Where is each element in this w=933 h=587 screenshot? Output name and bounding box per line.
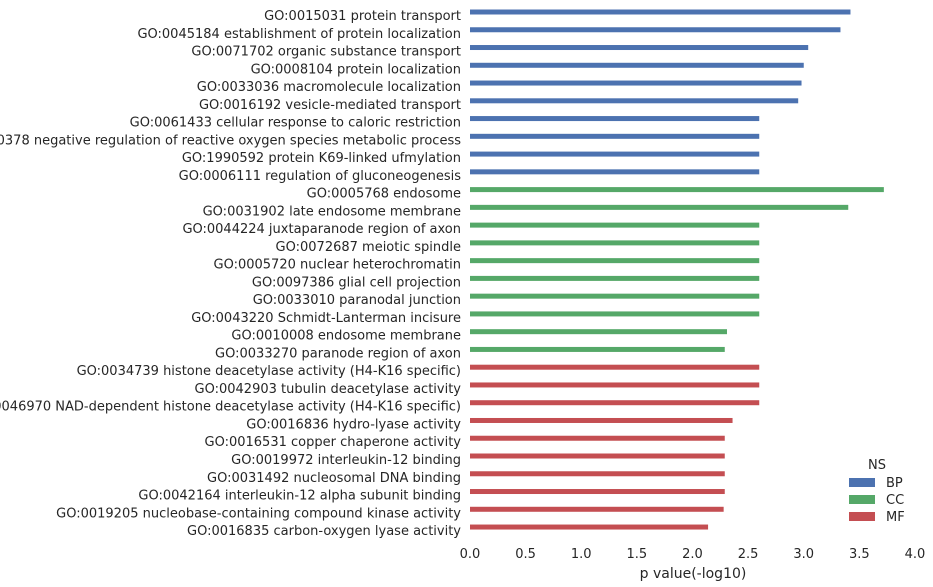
category-label: GO:0019205 nucleobase-containing compoun… xyxy=(56,506,461,521)
category-label: GO:0006111 regulation of gluconeogenesis xyxy=(179,169,462,184)
category-label: GO:0031492 nucleosomal DNA binding xyxy=(207,471,461,486)
x-axis-ticks: 0.0 0.5 1.0 1.5 2.0 2.5 3.0 3.5 4.0 xyxy=(460,547,926,562)
bar-cc xyxy=(470,258,760,264)
legend-title: NS xyxy=(868,458,886,473)
category-labels: GO:0015031 protein transport GO:0045184 e… xyxy=(0,9,461,539)
legend-swatch-cc xyxy=(849,495,875,504)
category-label: GO:0043220 Schmidt-Lanterman incisure xyxy=(191,311,461,326)
category-label: GO:2000378 negative regulation of reacti… xyxy=(0,133,461,148)
category-label: GO:0005768 endosome xyxy=(307,187,461,202)
category-label: GO:0016531 copper chaperone activity xyxy=(205,435,462,450)
bar-bp xyxy=(470,27,841,33)
category-label: GO:0071702 organic substance transport xyxy=(191,45,461,60)
bar-cc xyxy=(470,329,727,335)
bar-mf xyxy=(470,364,760,370)
category-label: GO:0044224 juxtaparanode region of axon xyxy=(182,222,461,237)
category-label: GO:0016835 carbon-oxygen lyase activity xyxy=(187,524,461,539)
bar-mf xyxy=(470,400,760,406)
bar-cc xyxy=(470,311,760,317)
category-label: GO:0015031 protein transport xyxy=(264,9,461,24)
x-tick-label: 2.0 xyxy=(682,547,703,562)
bar-cc xyxy=(470,187,884,193)
bars-layer xyxy=(470,9,884,530)
bar-mf xyxy=(470,489,725,495)
x-tick-label: 0.0 xyxy=(460,547,481,562)
bar-bp xyxy=(470,151,760,157)
x-tick-label: 2.5 xyxy=(738,547,759,562)
bar-bp xyxy=(470,62,804,68)
bar-cc xyxy=(470,275,760,281)
x-tick-label: 1.0 xyxy=(571,547,592,562)
bar-bp xyxy=(470,133,760,139)
bar-bp xyxy=(470,45,809,51)
bar-cc xyxy=(470,204,849,210)
legend: NS BP CC MF xyxy=(849,458,905,525)
x-axis-label: p value(-log10) xyxy=(640,566,747,582)
category-label: GO:0034739 histone deacetylase activity … xyxy=(77,364,461,379)
bar-mf xyxy=(470,382,760,388)
category-label: GO:0042903 tubulin deacetylase activity xyxy=(195,382,462,397)
legend-swatch-mf xyxy=(849,512,875,521)
category-label: GO:0097386 glial cell projection xyxy=(252,275,461,290)
category-label: GO:0010008 endosome membrane xyxy=(231,329,461,344)
bar-cc xyxy=(470,222,760,228)
bar-mf xyxy=(470,524,709,530)
category-label: GO:0016192 vesicle-mediated transport xyxy=(199,98,461,113)
legend-label-mf: MF xyxy=(886,510,905,525)
legend-swatch-bp xyxy=(849,478,875,487)
bar-bp xyxy=(470,169,760,175)
bar-bp xyxy=(470,80,802,86)
bar-cc xyxy=(470,293,760,299)
x-tick-label: 3.5 xyxy=(849,547,870,562)
category-label: GO:0045184 establishment of protein loca… xyxy=(137,27,461,42)
bar-bp xyxy=(470,9,851,15)
category-label: GO:0019972 interleukin-12 binding xyxy=(231,453,461,468)
category-label: GO:0046970 NAD-dependent histone deacety… xyxy=(0,400,461,415)
x-tick-label: 4.0 xyxy=(905,547,926,562)
category-label: GO:0061433 cellular response to caloric … xyxy=(130,116,461,131)
category-label: GO:0016836 hydro-lyase activity xyxy=(246,417,461,432)
category-label: GO:0033010 paranodal junction xyxy=(253,293,461,308)
bar-mf xyxy=(470,417,733,423)
bar-mf xyxy=(470,453,725,459)
category-label: GO:0072687 meiotic spindle xyxy=(276,240,461,255)
bar-cc xyxy=(470,240,760,246)
category-label: GO:1990592 protein K69-linked ufmylation xyxy=(182,151,461,166)
bar-mf xyxy=(470,435,725,441)
category-label: GO:0008104 protein localization xyxy=(251,62,461,77)
bar-cc xyxy=(470,346,725,352)
x-tick-label: 1.5 xyxy=(627,547,648,562)
category-label: GO:0033270 paranode region of axon xyxy=(215,346,461,361)
bar-bp xyxy=(470,98,799,104)
category-label: GO:0031902 late endosome membrane xyxy=(203,204,461,219)
legend-label-bp: BP xyxy=(886,476,903,491)
bar-bp xyxy=(470,116,760,122)
category-label: GO:0042164 interleukin-12 alpha subunit … xyxy=(138,489,461,504)
x-tick-label: 0.5 xyxy=(515,547,536,562)
bar-mf xyxy=(470,506,724,512)
bar-mf xyxy=(470,471,725,477)
category-label: GO:0005720 nuclear heterochromatin xyxy=(214,258,462,273)
x-tick-label: 3.0 xyxy=(793,547,814,562)
legend-label-cc: CC xyxy=(886,493,904,508)
category-label: GO:0033036 macromolecule localization xyxy=(197,80,461,95)
